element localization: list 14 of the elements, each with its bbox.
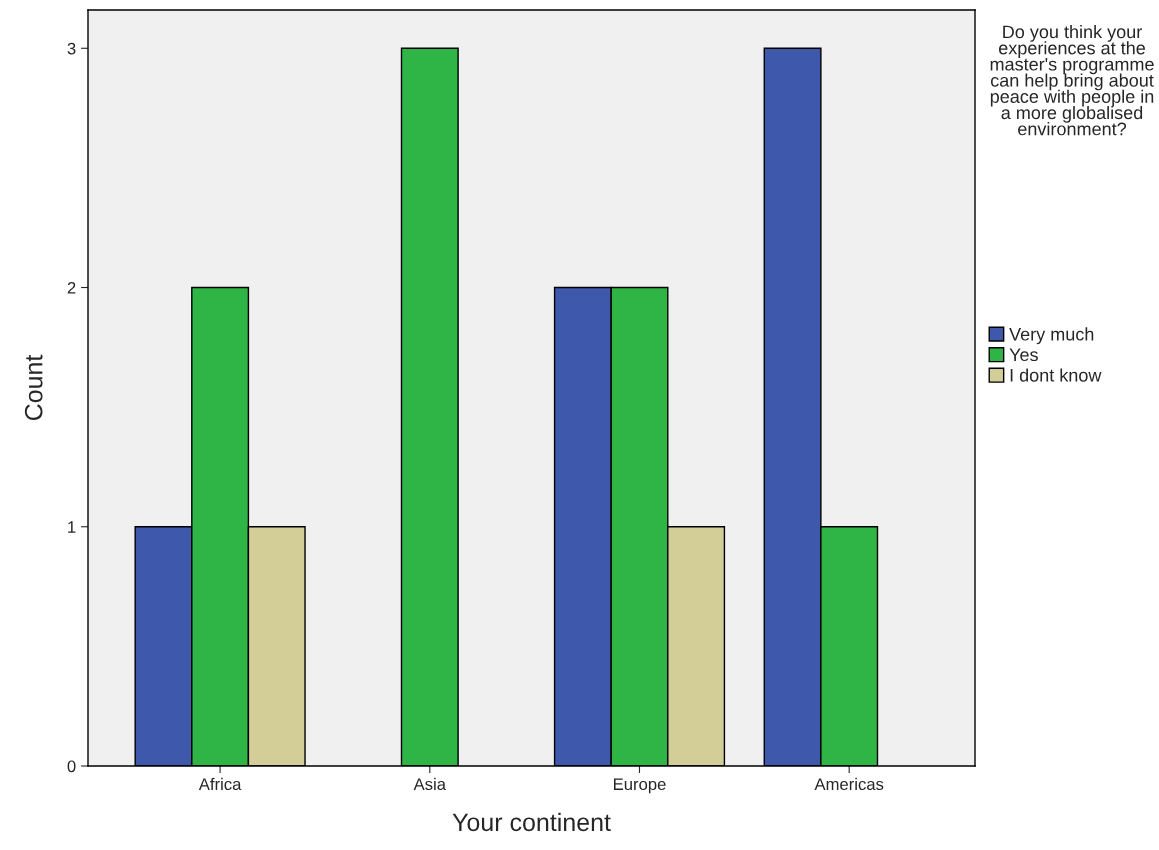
y-tick-label: 3 (67, 42, 76, 55)
legend-label: Very much (1009, 327, 1094, 345)
y-tick-label: 0 (67, 760, 76, 773)
x-tick-label: Africa (198, 777, 242, 791)
y-tick-label: 2 (67, 281, 76, 294)
y-axis-title: Count (24, 354, 43, 421)
x-tick-label: Americas (814, 777, 884, 791)
x-axis-title: Your continent (452, 812, 611, 832)
y-tick-label: 1 (68, 521, 76, 533)
legend-label: I dont know (1010, 368, 1102, 382)
legend-title: Do you think your experiences at the master's programme can help bring about peace with people in a more globalised environment? (990, 25, 1154, 136)
legend-label: Yes (1009, 348, 1038, 362)
x-tick-label: Europe (613, 778, 666, 794)
x-tick-label: Asia (413, 777, 447, 791)
